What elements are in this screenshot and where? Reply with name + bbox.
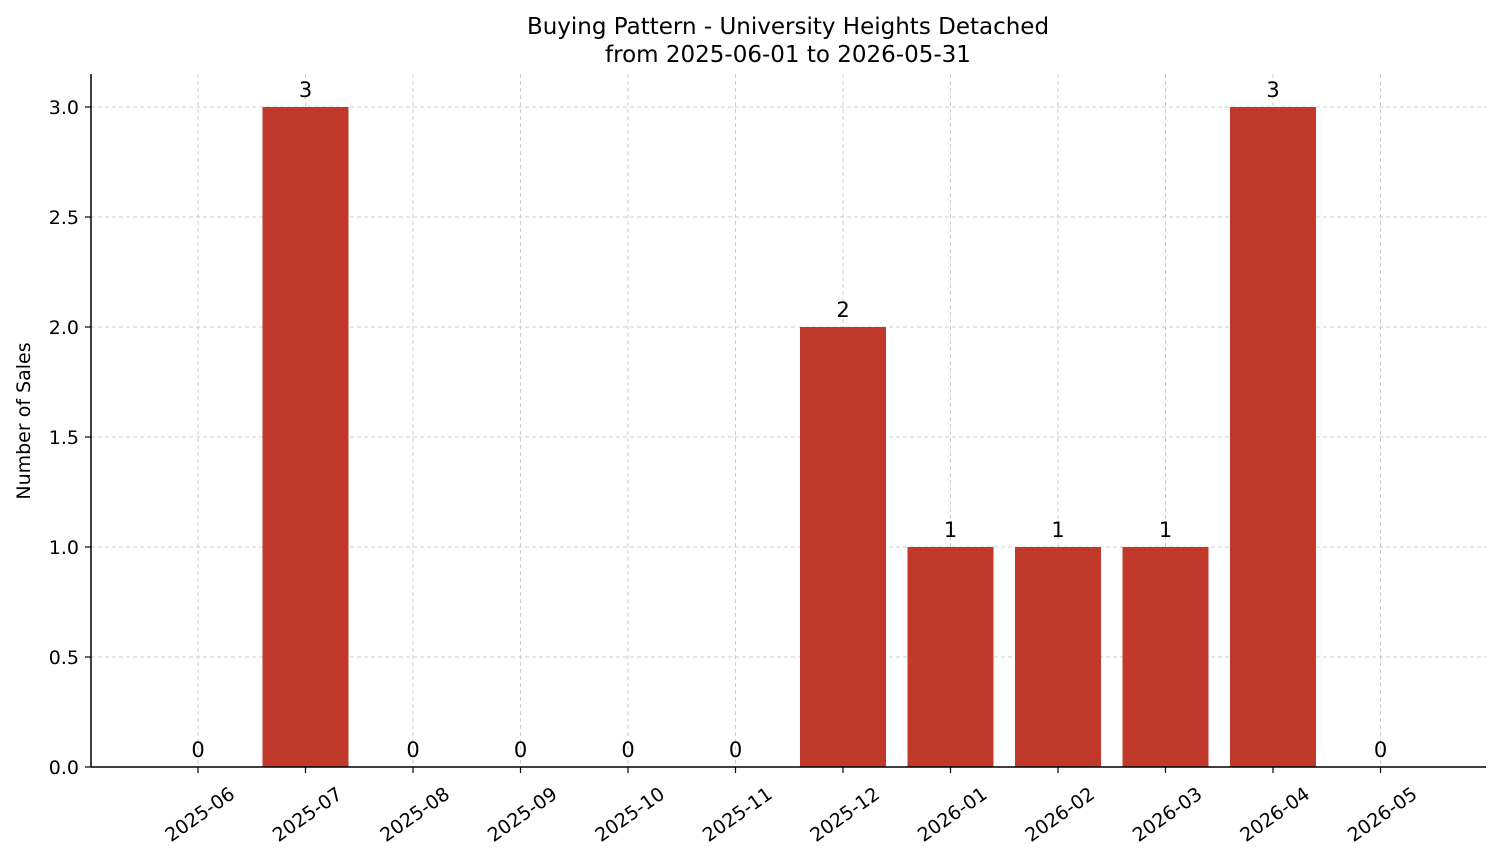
bar-value-label: 0 [729, 738, 742, 762]
y-tick-label: 2.0 [49, 317, 79, 339]
x-tick-label: 2026-03 [1129, 783, 1207, 847]
bar-value-label: 3 [299, 78, 312, 102]
x-tick-label: 2025-11 [699, 783, 777, 847]
bar-value-label: 0 [514, 738, 527, 762]
x-tick-label: 2026-02 [1021, 783, 1099, 847]
y-tick-label: 3.0 [49, 97, 79, 119]
x-tick-label: 2026-01 [914, 783, 992, 847]
y-tick-label: 1.5 [49, 427, 79, 449]
bar [262, 107, 349, 767]
bar-value-label: 1 [1051, 518, 1064, 542]
bar [1122, 547, 1209, 767]
data-labels: 0 3 0 0 0 0 2 1 1 1 3 0 [191, 78, 1387, 762]
x-tick-label: 2025-07 [269, 783, 347, 847]
bar [1230, 107, 1316, 767]
bar [1015, 547, 1101, 767]
x-tick-label: 2025-08 [376, 783, 454, 847]
x-tick-label: 2025-12 [806, 783, 884, 847]
bar-value-label: 3 [1266, 78, 1279, 102]
chart-subtitle: from 2025-06-01 to 2026-05-31 [605, 42, 971, 68]
bar-value-label: 0 [621, 738, 634, 762]
bar [907, 547, 994, 767]
bars [262, 107, 1316, 767]
bar-value-label: 0 [191, 738, 204, 762]
y-tick-label: 2.5 [49, 207, 79, 229]
y-axis-label: Number of Sales [13, 342, 35, 499]
y-tick-label: 1.0 [49, 537, 79, 559]
bar-value-label: 1 [1159, 518, 1172, 542]
x-tick-label: 2025-10 [591, 783, 669, 847]
y-tick-label: 0.5 [49, 647, 79, 669]
x-tick-label: 2025-06 [161, 783, 239, 847]
y-tick-label: 0.0 [49, 757, 79, 779]
x-tick-label: 2026-04 [1236, 783, 1314, 847]
bar-value-label: 0 [1374, 738, 1387, 762]
x-tick-label: 2026-05 [1344, 783, 1422, 847]
bar [800, 327, 886, 767]
bar-value-label: 1 [944, 518, 957, 542]
x-tick-label: 2025-09 [484, 783, 562, 847]
bar-value-label: 0 [406, 738, 419, 762]
chart-title: Buying Pattern - University Heights Deta… [527, 14, 1049, 40]
bar-value-label: 2 [836, 298, 849, 322]
